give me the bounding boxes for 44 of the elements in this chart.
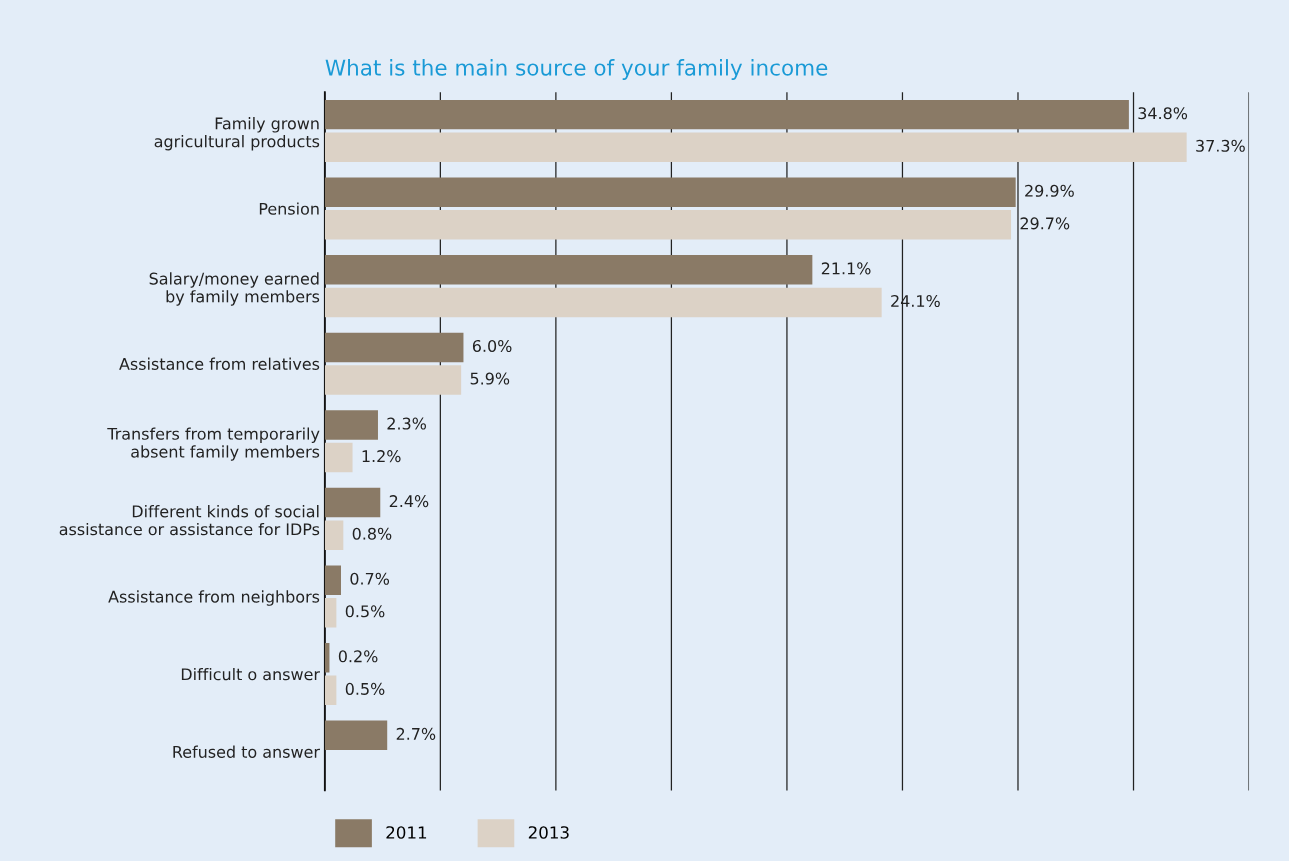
bar bbox=[324, 487, 381, 518]
data-label: 0.7% bbox=[350, 572, 390, 585]
bar bbox=[324, 132, 1187, 162]
y-tick-label: Refused to answer bbox=[173, 745, 320, 758]
bar bbox=[324, 255, 813, 285]
y-tick-label: Transfers from temporarily absent family members bbox=[107, 427, 320, 461]
data-label: 1.2% bbox=[362, 450, 401, 463]
data-label: 2.3% bbox=[387, 417, 426, 430]
bar bbox=[324, 675, 337, 706]
data-label: 29.9% bbox=[1025, 184, 1074, 197]
y-tick-label: Pension bbox=[259, 202, 319, 215]
y-tick-label: Family grown agricultural products bbox=[154, 117, 320, 151]
legend-label: 2011 bbox=[386, 826, 427, 839]
data-label: 2.4% bbox=[389, 495, 429, 508]
data-label: 34.8% bbox=[1138, 107, 1188, 120]
legend-label: 2013 bbox=[528, 826, 569, 839]
bar bbox=[324, 597, 337, 628]
bar bbox=[324, 365, 462, 395]
y-tick-label: Different kinds of social assistance or assistance for IDPs bbox=[59, 505, 320, 536]
bar bbox=[324, 720, 388, 751]
y-tick-label: Difficult o answer bbox=[181, 667, 320, 681]
bar bbox=[324, 210, 1012, 240]
data-label: 5.9% bbox=[470, 372, 510, 385]
bar bbox=[324, 99, 1129, 130]
data-label: 0.5% bbox=[345, 605, 385, 618]
data-label: 2.7% bbox=[396, 727, 436, 740]
y-tick-label: Assistance from neighbors bbox=[108, 590, 320, 606]
bar bbox=[324, 565, 341, 595]
y-tick-label: Assistance from relatives bbox=[119, 357, 320, 370]
bar bbox=[324, 520, 344, 550]
chart-title: What is the main source of your family income bbox=[325, 59, 828, 80]
data-label: 0.8% bbox=[352, 527, 392, 540]
data-label: 29.7% bbox=[1020, 217, 1070, 230]
bar bbox=[324, 332, 464, 363]
data-label: 6.0% bbox=[472, 339, 512, 353]
bar bbox=[324, 442, 353, 473]
bar bbox=[324, 287, 882, 318]
data-label: 37.3% bbox=[1196, 139, 1245, 152]
data-label: 0.5% bbox=[345, 682, 385, 695]
data-label: 0.2% bbox=[338, 650, 378, 663]
bar bbox=[324, 410, 378, 440]
y-tick-label: Salary/money earned by family members bbox=[149, 272, 320, 306]
bar bbox=[324, 177, 1016, 207]
data-label: 21.1% bbox=[821, 262, 871, 275]
